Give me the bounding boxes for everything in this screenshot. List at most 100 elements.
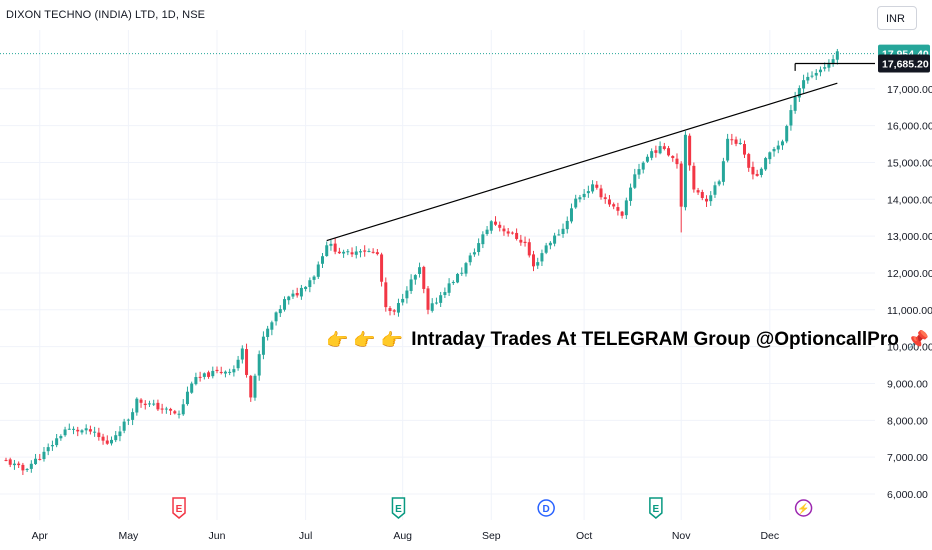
candle: [8, 457, 12, 468]
candle: [422, 265, 426, 294]
y-tick-label: 6,000.00: [887, 489, 928, 501]
candle: [814, 69, 818, 80]
candle-body: [671, 156, 675, 159]
candle-body: [50, 445, 54, 447]
candle-body: [506, 231, 510, 234]
candle: [477, 238, 481, 256]
candle-body: [586, 191, 590, 194]
candle-body: [207, 372, 211, 377]
candle: [603, 193, 607, 204]
candle: [181, 399, 185, 416]
candle-body: [266, 328, 270, 337]
candle: [434, 297, 438, 305]
candle: [485, 226, 489, 236]
candle-body: [363, 250, 367, 252]
event-shape: [391, 497, 406, 519]
candle-body: [785, 126, 789, 142]
candle: [827, 59, 831, 72]
candle: [548, 241, 552, 250]
candle-body: [274, 312, 278, 322]
event-marker-icon: E: [172, 497, 186, 519]
candle: [257, 350, 261, 381]
candle-body: [295, 293, 299, 296]
candle-body: [764, 158, 768, 170]
candle-body: [831, 59, 835, 64]
candle: [190, 381, 194, 394]
y-tick-label: 12,000.00: [887, 268, 932, 280]
candle-body: [122, 421, 126, 431]
candle: [544, 242, 548, 255]
candle-body: [612, 204, 616, 207]
candle: [498, 221, 502, 232]
candle: [468, 252, 472, 266]
candle: [67, 423, 71, 430]
candle: [515, 228, 519, 241]
event-shape: [537, 499, 555, 517]
candle-body: [582, 193, 586, 198]
candle: [540, 249, 544, 267]
candle-body: [730, 139, 734, 141]
candle-body: [76, 429, 80, 432]
candle-body: [194, 377, 198, 385]
x-tick-label: Oct: [576, 530, 592, 542]
candle-body: [392, 310, 396, 312]
candle-body: [569, 208, 573, 222]
candle: [202, 372, 206, 380]
candle: [717, 179, 721, 187]
candle: [270, 320, 274, 336]
candle-body: [734, 139, 738, 144]
candle: [215, 366, 219, 374]
candle: [380, 252, 384, 287]
candle-body: [21, 464, 25, 471]
candle: [110, 436, 113, 446]
candle-body: [523, 241, 527, 243]
candle: [675, 153, 679, 169]
candle: [460, 267, 464, 276]
candle: [177, 410, 181, 419]
candle: [329, 239, 333, 251]
candle: [409, 274, 413, 294]
candle-body: [413, 275, 417, 280]
candle: [371, 248, 375, 254]
candle-body: [624, 200, 628, 216]
candle: [810, 71, 814, 79]
candle: [59, 434, 63, 441]
candle-body: [422, 266, 426, 289]
candle-body: [705, 198, 709, 202]
candle: [84, 424, 88, 435]
candle-body: [544, 245, 548, 253]
currency-button[interactable]: INR: [877, 6, 917, 30]
candle: [236, 355, 240, 371]
candle-body: [418, 267, 422, 274]
candle-body: [72, 428, 76, 430]
event-marker-icon: D: [537, 499, 555, 517]
candle-body: [650, 151, 654, 158]
candle-body: [747, 154, 751, 168]
y-tick-label: 11,000.00: [887, 305, 932, 317]
candle-body: [88, 429, 92, 432]
candle: [595, 181, 599, 190]
candle: [143, 400, 147, 410]
candle-body: [169, 408, 173, 411]
event-marker-icon: ⚡: [794, 499, 813, 517]
candle-body: [380, 254, 384, 282]
candle: [734, 136, 738, 147]
candle-body: [253, 375, 257, 398]
candle: [114, 431, 118, 443]
candle-body: [561, 228, 565, 234]
candle-body: [245, 349, 249, 375]
candle-body: [620, 211, 624, 216]
candle-body: [709, 195, 713, 202]
candle: [557, 229, 561, 236]
candle: [211, 366, 215, 379]
candle: [481, 231, 485, 249]
candle: [207, 370, 211, 379]
trendline: [326, 82, 838, 242]
y-tick-label: 10,000.00: [887, 342, 932, 354]
candle-body: [316, 264, 320, 277]
candle: [599, 184, 603, 200]
candle-body: [502, 228, 506, 232]
candle-body: [375, 252, 379, 255]
